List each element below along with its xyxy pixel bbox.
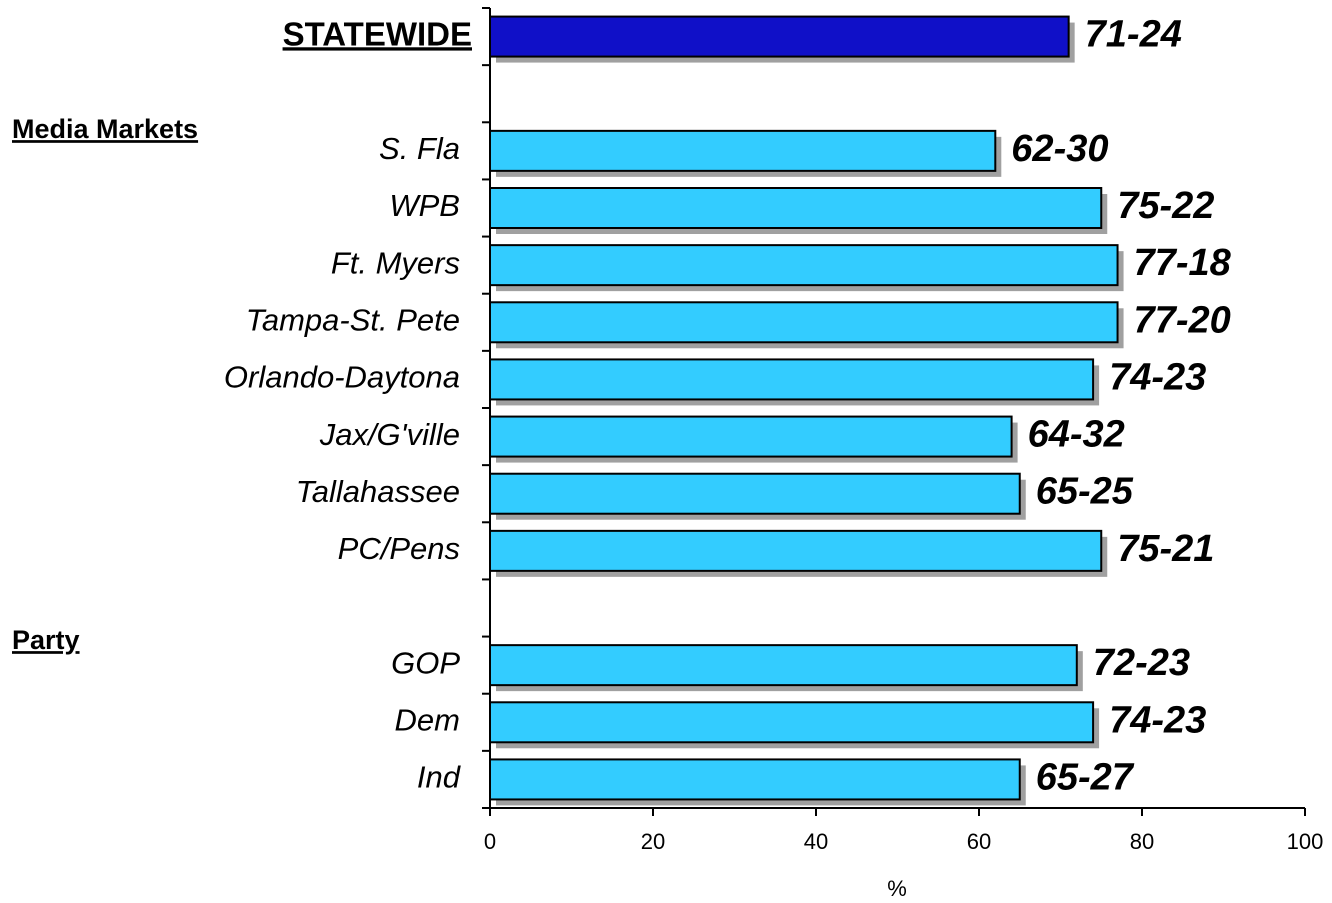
- y-tick-label: Ind: [417, 760, 462, 795]
- group-label: Party: [12, 625, 80, 655]
- x-tick-label: 100: [1287, 829, 1324, 854]
- bar: [489, 301, 1119, 344]
- bar: [489, 187, 1103, 229]
- value-label: 64-32: [1028, 414, 1125, 456]
- bar: [489, 244, 1119, 287]
- value-label: 75-22: [1117, 185, 1214, 227]
- bar: [489, 758, 1021, 801]
- value-label: 77-18: [1134, 242, 1232, 284]
- y-tick-label: Tallahassee: [296, 474, 460, 509]
- y-tick-label: STATEWIDE: [283, 15, 472, 52]
- value-label: 74-23: [1109, 356, 1206, 398]
- bar: [489, 129, 997, 172]
- x-tick-label: 80: [1130, 829, 1154, 854]
- x-tick-label: 20: [641, 829, 665, 854]
- bar: [489, 472, 1021, 515]
- x-axis-label: %: [887, 876, 907, 901]
- y-tick-label: Ft. Myers: [331, 245, 460, 280]
- y-tick-label: WPB: [389, 188, 460, 223]
- value-label: 65-27: [1036, 756, 1135, 798]
- value-label: 77-20: [1134, 299, 1231, 341]
- y-tick-label: Dem: [395, 702, 460, 737]
- value-label: 72-23: [1093, 642, 1190, 684]
- x-tick-label: 60: [967, 829, 991, 854]
- bar: [489, 644, 1078, 687]
- y-tick-label: S. Fla: [379, 131, 460, 166]
- value-label: 71-24: [1085, 14, 1182, 56]
- value-label: 62-30: [1011, 128, 1108, 170]
- x-tick-label: 40: [804, 829, 828, 854]
- value-label: 74-23: [1109, 699, 1206, 741]
- y-tick-label: GOP: [391, 645, 460, 680]
- value-label: 75-21: [1117, 528, 1214, 570]
- bar: [489, 701, 1095, 744]
- bar: [489, 15, 1070, 58]
- y-tick-label: Tampa-St. Pete: [246, 302, 460, 337]
- value-label: 65-25: [1036, 471, 1134, 513]
- x-tick-label: 0: [484, 829, 496, 854]
- group-label: Media Markets: [12, 114, 198, 144]
- bar: [489, 529, 1103, 572]
- y-tick-label: Jax/G'ville: [319, 417, 460, 452]
- bar: [489, 358, 1095, 401]
- y-tick-label: PC/Pens: [338, 531, 460, 566]
- y-tick-label: Orlando-Daytona: [224, 360, 460, 395]
- bar: [489, 415, 1013, 458]
